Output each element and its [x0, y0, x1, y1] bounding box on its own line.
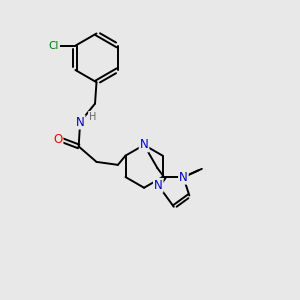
Text: N: N — [154, 179, 163, 192]
Text: H: H — [89, 112, 96, 122]
Text: N: N — [140, 138, 148, 152]
Text: Cl: Cl — [49, 41, 59, 51]
Text: N: N — [179, 171, 188, 184]
Text: O: O — [53, 134, 62, 146]
Text: N: N — [76, 116, 85, 129]
